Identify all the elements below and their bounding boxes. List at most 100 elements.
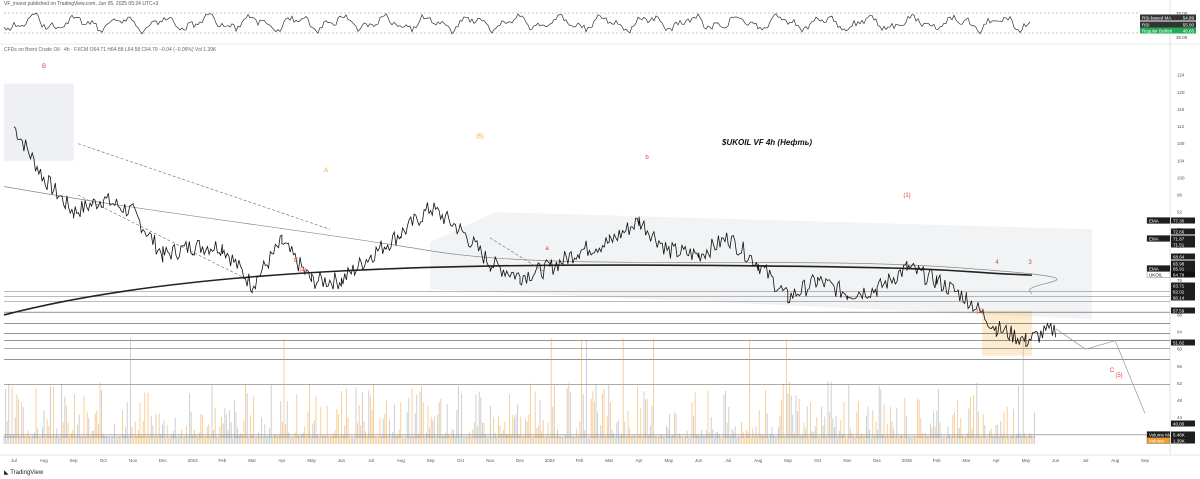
x-tick-label: Apr <box>993 458 1001 463</box>
wave-label: 4 <box>995 260 999 266</box>
axis-tag-value: 5.48K <box>1173 433 1185 438</box>
x-tick-label: Jun <box>1052 458 1060 463</box>
x-tick-label: Jul <box>11 458 17 463</box>
axis-tag-name-bg <box>1146 271 1171 278</box>
rsi-tag-bg <box>1140 27 1196 34</box>
y-tick-label: 112 <box>1177 124 1185 129</box>
axis-tag-value: 63.71 <box>1173 284 1185 289</box>
publish-header: VF_invest published on TradingView.com, … <box>4 1 159 7</box>
x-tick-label: Jul <box>368 458 374 463</box>
x-tick-label: Nov <box>486 458 495 463</box>
x-tick-label: Dec <box>159 458 168 463</box>
axis-tag-name: Volume <box>1149 439 1165 444</box>
y-tick-label: 96 <box>1177 193 1183 198</box>
rsi-tag-bg <box>1140 21 1196 28</box>
axis-tag-name: Volume MA <box>1149 433 1172 438</box>
x-tick-label: Sep <box>70 458 79 463</box>
x-tick-label: Jun <box>695 458 703 463</box>
symbol-line: CFDs on Brent Crude Oil · 4h · FXCM O64.… <box>4 47 217 53</box>
axis-tag-bg <box>1171 339 1195 346</box>
x-tick-label: Jul <box>725 458 731 463</box>
x-tick-label: Feb <box>218 458 226 463</box>
wave-label: b <box>645 155 649 161</box>
axis-tag-bg <box>1171 288 1195 295</box>
wave-label: (4) <box>299 268 306 274</box>
axis-tag-value: 51.82 <box>1173 341 1185 346</box>
rsi-level-label: 70.00 <box>1176 11 1188 16</box>
x-tick-label: Mar <box>963 458 971 463</box>
price-series-line <box>13 126 1057 348</box>
axis-tag-bg <box>1171 260 1195 267</box>
axis-tag-bg <box>1171 228 1195 235</box>
axis-tag-value: 72.66 <box>1173 230 1185 235</box>
x-tick-label: Aug <box>754 458 763 463</box>
x-tick-label: 2025 <box>902 458 913 463</box>
axis-tag-bg <box>1171 437 1195 444</box>
axis-tag-value: 77.30 <box>1173 219 1185 224</box>
x-tick-label: Aug <box>1111 458 1120 463</box>
axis-tag-value: 40.00 <box>1173 422 1185 427</box>
y-tick-label: 64 <box>1177 330 1183 335</box>
x-tick-label: Sep <box>1141 458 1150 463</box>
y-tick-label: 48 <box>1177 398 1183 403</box>
tv-icon: ◣ <box>4 470 11 476</box>
axis-tag-value: 60.14 <box>1173 296 1185 301</box>
y-tick-label: 108 <box>1177 141 1185 146</box>
rsi-tag-value: 55.00 <box>1183 23 1195 28</box>
x-tick-label: Apr <box>278 458 286 463</box>
x-tick-label: Sep <box>784 458 793 463</box>
channel-line <box>77 194 251 281</box>
x-tick-label: May <box>665 458 674 463</box>
x-tick-label: 2024 <box>545 458 556 463</box>
x-tick-label: May <box>1022 458 1031 463</box>
axis-tag-value: 71.87 <box>1173 237 1185 242</box>
y-tick-label: 92 <box>1177 210 1183 215</box>
x-tick-label: May <box>307 458 316 463</box>
wave-label: (1) <box>903 193 910 199</box>
axis-tag-bg <box>1171 307 1195 314</box>
x-tick-label: 2023 <box>188 458 199 463</box>
axis-tag-bg <box>1171 271 1195 278</box>
x-tick-label: Nov <box>843 458 852 463</box>
rsi-tag-label: RSI-based MA <box>1142 16 1171 21</box>
x-tick-label: Apr <box>636 458 644 463</box>
rsi-tag-label: RSI <box>1142 23 1150 28</box>
rsi-tag-value: 54.89 <box>1183 16 1195 21</box>
axis-tag-value: 65.98 <box>1173 262 1185 267</box>
wave-label: A <box>324 168 328 174</box>
x-tick-label: Feb <box>576 458 584 463</box>
x-tick-label: Nov <box>129 458 138 463</box>
rsi-line <box>3 12 1031 35</box>
x-tick-label: Aug <box>397 458 406 463</box>
y-tick-label: 68 <box>1177 312 1183 317</box>
axis-tag-bg <box>1171 241 1195 248</box>
channel-line <box>489 237 546 273</box>
channel-line <box>77 143 331 230</box>
rsi-tag-label: Regular Bullish <box>1142 29 1173 34</box>
y-tick-label: 116 <box>1177 107 1185 112</box>
wave-label: 3 <box>1028 260 1032 266</box>
axis-tag-value: 1.39K <box>1173 439 1185 444</box>
wave-label: a <box>545 246 549 252</box>
ema-short-curve <box>3 186 1058 294</box>
axis-tag-bg <box>1171 294 1195 301</box>
axis-tag-bg <box>1171 282 1195 289</box>
axis-tag-value: 68.64 <box>1173 255 1185 260</box>
rsi-level-label: 30.00 <box>1176 35 1188 40</box>
axis-tag-name: EMA <box>1149 219 1159 224</box>
wave-label: (5) <box>1115 373 1122 379</box>
axis-tag-bg <box>1171 217 1195 224</box>
x-tick-label: Dec <box>516 458 525 463</box>
x-tick-label: Oct <box>814 458 822 463</box>
x-tick-label: Oct <box>100 458 108 463</box>
ema-long-curve <box>3 264 1033 316</box>
y-tick-label: 100 <box>1177 175 1185 180</box>
tradingview-logo: ◣ TradingView <box>4 469 43 476</box>
y-tick-label: 120 <box>1177 90 1185 95</box>
rsi-tag-value: 48.66 <box>1183 29 1195 34</box>
x-tick-label: Dec <box>873 458 882 463</box>
x-tick-label: Jul <box>1083 458 1089 463</box>
wave-label: (2) <box>976 309 983 315</box>
x-tick-label: Aug <box>40 458 49 463</box>
